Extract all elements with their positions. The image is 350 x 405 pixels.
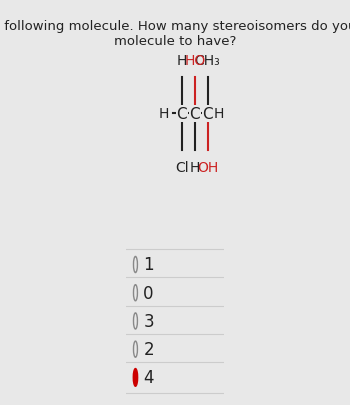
Text: Cl: Cl bbox=[175, 160, 189, 174]
Text: 4: 4 bbox=[144, 369, 154, 386]
Text: 1: 1 bbox=[144, 256, 154, 274]
Text: 2: 2 bbox=[144, 340, 154, 358]
Text: Consider the following molecule. How many stereoisomers do you expect this
molec: Consider the following molecule. How man… bbox=[0, 19, 350, 47]
Text: OH: OH bbox=[197, 160, 218, 174]
Text: H: H bbox=[214, 107, 224, 121]
Text: 3: 3 bbox=[144, 312, 154, 330]
Text: HO: HO bbox=[184, 54, 205, 68]
Text: 0: 0 bbox=[144, 284, 154, 302]
Text: H: H bbox=[159, 107, 169, 121]
Text: CH₃: CH₃ bbox=[195, 54, 220, 68]
Circle shape bbox=[133, 369, 138, 386]
Text: C: C bbox=[189, 107, 200, 121]
Text: C: C bbox=[202, 107, 213, 121]
Text: C: C bbox=[177, 107, 187, 121]
Text: H: H bbox=[177, 54, 187, 68]
Text: H: H bbox=[190, 160, 200, 174]
